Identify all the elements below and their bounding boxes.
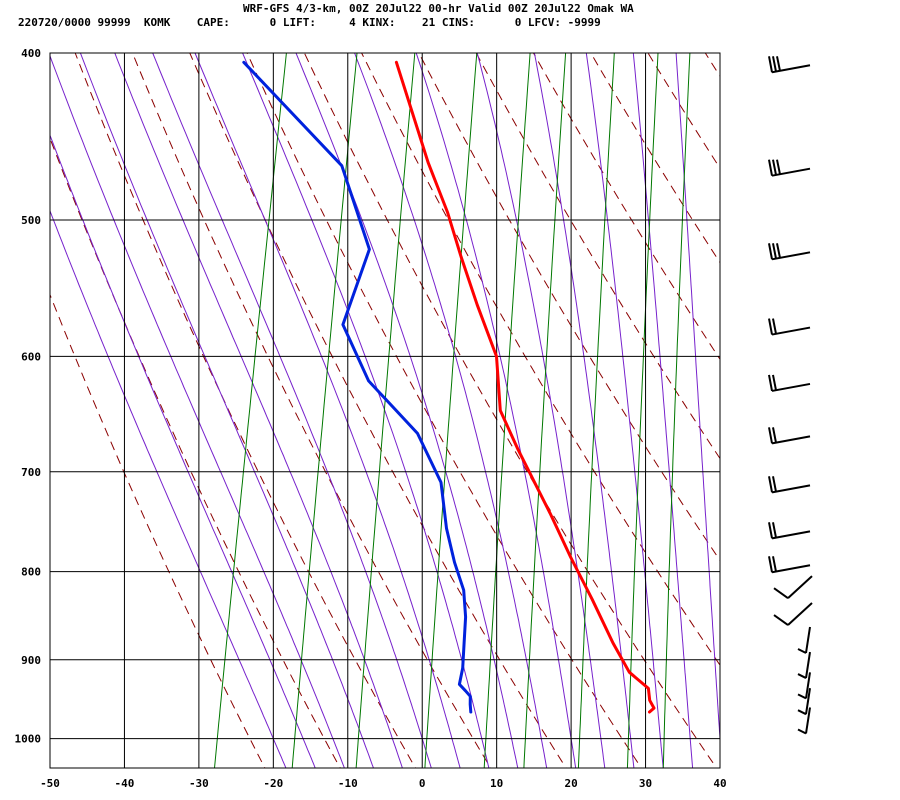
moist-adiabat-line bbox=[50, 134, 316, 768]
x-tick-label: -40 bbox=[115, 777, 135, 790]
dry-adiabat-line bbox=[189, 53, 567, 768]
x-tick-label: -20 bbox=[263, 777, 283, 790]
mixing-ratio-line bbox=[626, 53, 659, 768]
wind-barb bbox=[768, 318, 811, 336]
moist-adiabat-line bbox=[50, 209, 287, 768]
dry-adiabat-line bbox=[532, 53, 720, 361]
y-tick-label: 800 bbox=[21, 566, 41, 579]
mixing-ratio-line bbox=[355, 53, 416, 768]
y-tick-label: 600 bbox=[21, 350, 41, 363]
moist-adiabat-line bbox=[675, 53, 720, 747]
dry-adiabat-line bbox=[361, 53, 720, 667]
wind-barb bbox=[768, 374, 811, 392]
chart-title: WRF-GFS 4/3-km, 00Z 20Jul22 00-hr Valid … bbox=[243, 2, 634, 15]
dry-adiabat-line bbox=[418, 53, 720, 562]
x-tick-label: 20 bbox=[564, 777, 577, 790]
dewpoint-profile-line bbox=[242, 60, 473, 714]
mixing-ratio-line bbox=[213, 53, 287, 768]
x-tick-label: 40 bbox=[713, 777, 726, 790]
y-tick-label: 400 bbox=[21, 47, 41, 60]
dry-adiabat-line bbox=[74, 53, 417, 768]
dry-adiabat-line bbox=[750, 34, 900, 775]
wind-barb bbox=[768, 427, 811, 445]
x-tick-label: -50 bbox=[40, 777, 60, 790]
mixing-ratio-line bbox=[662, 53, 691, 768]
moist-adiabat-line bbox=[476, 53, 606, 768]
wind-barb bbox=[773, 575, 813, 599]
moist-adiabat-line bbox=[632, 53, 694, 768]
mixing-ratio-line bbox=[483, 53, 531, 768]
dry-adiabat-line bbox=[807, 34, 900, 775]
x-tick-label: -30 bbox=[189, 777, 209, 790]
y-tick-label: 700 bbox=[21, 466, 41, 479]
dry-adiabat-line bbox=[131, 53, 492, 768]
dry-adiabat-line bbox=[50, 137, 341, 768]
wind-barb bbox=[768, 522, 811, 540]
mixing-ratio-line bbox=[291, 53, 358, 768]
wind-barb bbox=[768, 243, 811, 261]
y-tick-label: 900 bbox=[21, 654, 41, 667]
dry-adiabat-line bbox=[864, 34, 900, 775]
plot-frame bbox=[49, 52, 721, 769]
station-indices-line: 220720/0000 99999 KOMK CAPE: 0 LIFT: 4 K… bbox=[18, 16, 601, 29]
wind-barb bbox=[768, 476, 811, 494]
x-tick-label: 10 bbox=[490, 777, 503, 790]
moist-adiabat-line bbox=[114, 53, 403, 768]
dry-adiabat-line bbox=[475, 53, 720, 460]
wind-barb bbox=[768, 159, 811, 177]
wind-barb bbox=[797, 651, 811, 679]
temperature-profile-line bbox=[394, 60, 656, 714]
x-tick-label: 0 bbox=[419, 777, 426, 790]
moist-adiabat-line bbox=[354, 53, 548, 768]
y-tick-label: 1000 bbox=[15, 733, 42, 746]
x-tick-label: -10 bbox=[338, 777, 358, 790]
mixing-ratio-line bbox=[523, 53, 567, 768]
dry-adiabat-line bbox=[647, 53, 720, 170]
dry-adiabat-line bbox=[704, 53, 720, 78]
mixing-ratio-line bbox=[577, 53, 615, 768]
x-tick-label: 30 bbox=[639, 777, 652, 790]
dry-adiabat-line bbox=[50, 293, 266, 768]
mixing-ratio-line bbox=[424, 53, 478, 768]
dry-adiabat-line bbox=[303, 53, 718, 768]
wind-barb bbox=[797, 707, 811, 735]
dry-adiabat-line bbox=[246, 53, 642, 768]
wind-barb bbox=[797, 672, 811, 700]
wind-barb bbox=[797, 688, 811, 716]
wind-barb bbox=[768, 556, 811, 574]
wind-barb bbox=[797, 626, 811, 654]
y-tick-label: 500 bbox=[21, 214, 41, 227]
wind-barb bbox=[773, 602, 813, 626]
wind-barb bbox=[768, 56, 811, 74]
